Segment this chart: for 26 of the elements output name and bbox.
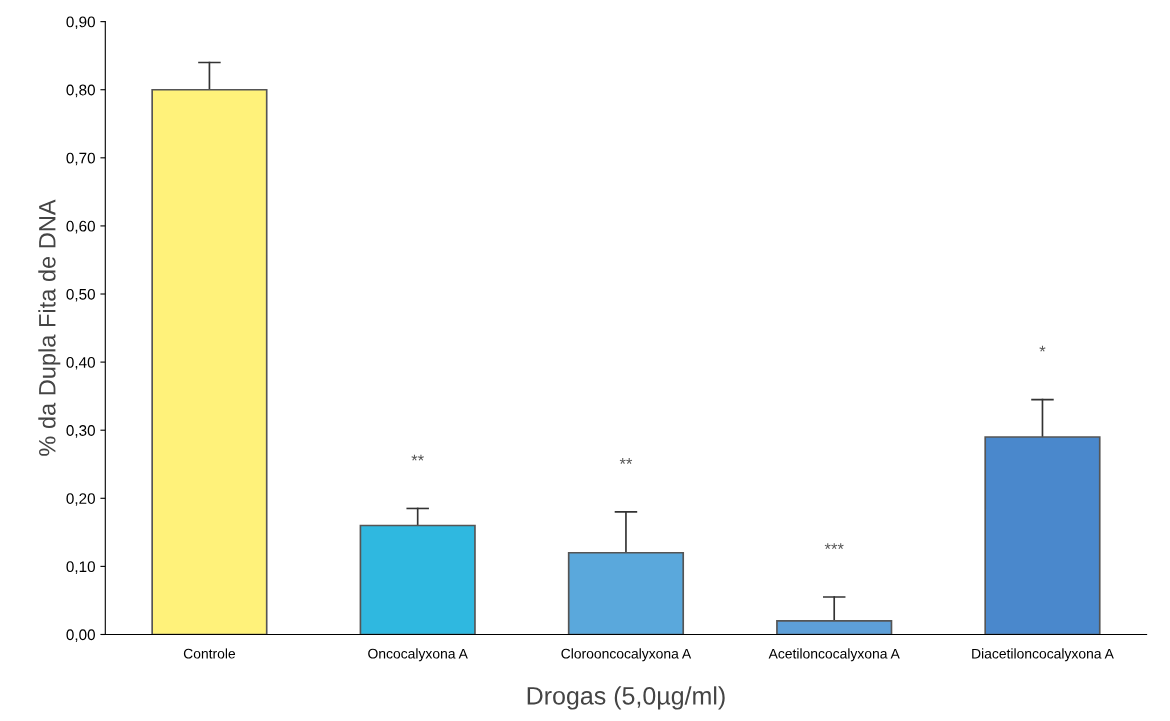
bar xyxy=(359,524,476,635)
y-tick-label: 0,30 xyxy=(66,425,95,438)
x-tick-label: Oncocalyxona A xyxy=(368,648,468,662)
bar xyxy=(776,620,893,635)
annotation: ** xyxy=(411,454,424,461)
y-tick-label: 0,80 xyxy=(66,84,95,98)
x-axis-title: Drogas (5,0µg/ml) xyxy=(527,686,725,710)
x-tick-label: Controle xyxy=(183,648,236,659)
y-tick-label: 0,60 xyxy=(66,220,95,234)
annotation: ** xyxy=(619,458,633,464)
bar xyxy=(151,88,268,635)
annotation: *** xyxy=(824,543,844,550)
y-tick-label: 0,70 xyxy=(66,152,95,166)
bar xyxy=(567,551,685,635)
y-tick-label: 0,10 xyxy=(66,561,95,574)
x-tick-label: Clorooncocalyxona A xyxy=(561,648,692,662)
y-tick-label: 0,20 xyxy=(66,493,95,506)
y-axis-title: % da Dupla Fita de DNA xyxy=(38,199,61,456)
y-tick-label: 0,50 xyxy=(66,288,95,302)
bar xyxy=(984,436,1101,635)
y-tick-label: 0,00 xyxy=(66,629,95,642)
y-tick-label: 0,40 xyxy=(66,356,95,370)
x-tick-label: Diacetiloncocalyxona A xyxy=(972,648,1114,662)
annotation: * xyxy=(1039,345,1046,352)
x-tick-label: Acetiloncocalyxona A xyxy=(768,648,900,662)
y-tick-label: 0,90 xyxy=(66,16,95,30)
